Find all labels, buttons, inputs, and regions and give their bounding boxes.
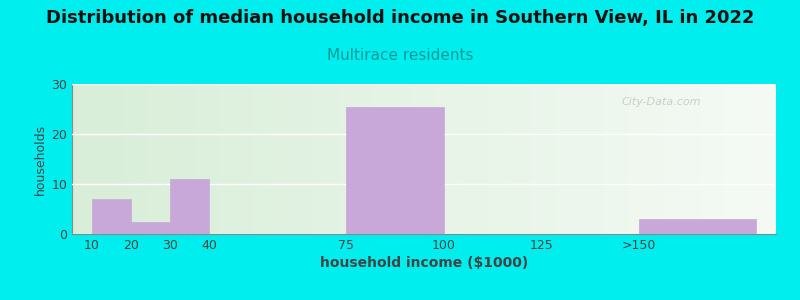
Text: Distribution of median household income in Southern View, IL in 2022: Distribution of median household income … <box>46 9 754 27</box>
Bar <box>91 199 130 234</box>
Bar <box>346 106 443 234</box>
Text: Multirace residents: Multirace residents <box>326 48 474 63</box>
X-axis label: household income ($1000): household income ($1000) <box>320 256 528 270</box>
Bar <box>130 221 170 234</box>
Y-axis label: households: households <box>34 123 47 195</box>
Bar <box>639 219 757 234</box>
Bar <box>170 179 209 234</box>
Text: City-Data.com: City-Data.com <box>621 97 701 107</box>
